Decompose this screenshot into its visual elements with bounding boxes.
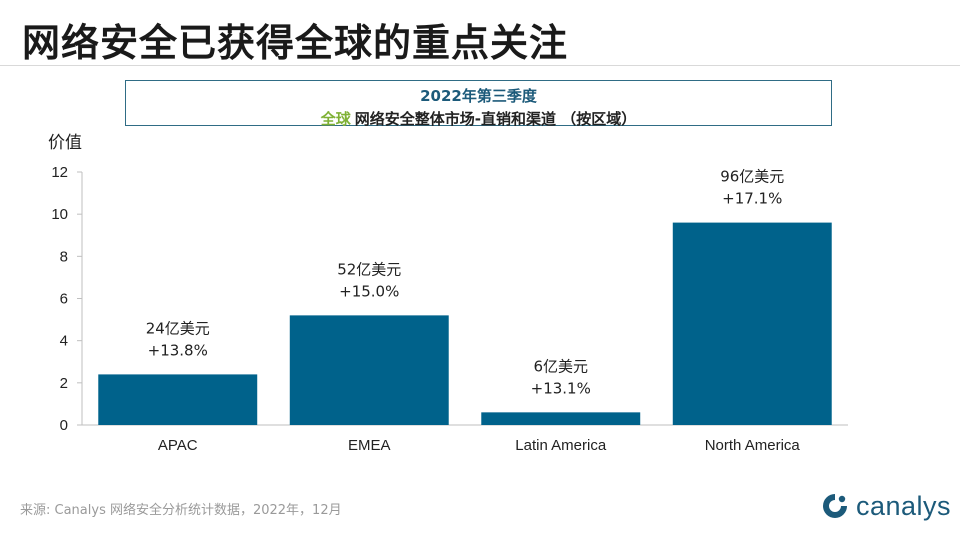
- x-tick-label: APAC: [158, 437, 198, 454]
- y-tick-label: 12: [51, 164, 68, 181]
- chart-subtitle-line: 全球 网络安全整体市场-直销和渠道 （按区域）: [126, 108, 831, 129]
- bar-value-label: 6亿美元: [533, 357, 588, 375]
- y-tick-label: 0: [60, 417, 68, 434]
- bar-latin-america: [481, 412, 641, 425]
- logo-text: canalys: [856, 490, 952, 521]
- bar-north-america: [672, 222, 832, 425]
- bar-value-label: 24亿美元: [146, 319, 210, 337]
- y-tick-label: 4: [60, 333, 68, 350]
- chart-subtitle: 网络安全整体市场-直销和渠道 （按区域）: [354, 110, 637, 128]
- bar-growth-label: +13.1%: [531, 379, 591, 397]
- bar-growth-label: +17.1%: [722, 190, 782, 208]
- y-tick-label: 6: [60, 291, 68, 308]
- bar-apac: [98, 374, 258, 425]
- x-tick-label: EMEA: [348, 437, 391, 454]
- source-note: 来源: Canalys 网络安全分析统计数据，2022年，12月: [20, 503, 342, 518]
- bar-emea: [289, 315, 449, 425]
- y-tick-label: 2: [60, 375, 68, 392]
- bar-growth-label: +13.8%: [148, 341, 208, 359]
- chart-title-box: 2022年第三季度 全球 网络安全整体市场-直销和渠道 （按区域）: [125, 80, 832, 129]
- title-divider: [0, 65, 960, 66]
- bar-growth-label: +15.0%: [339, 282, 399, 300]
- y-tick-label: 10: [51, 206, 68, 223]
- chart-period: 2022年第三季度: [420, 87, 537, 105]
- y-tick-label: 8: [60, 248, 68, 265]
- page-title: 网络安全已获得全球的重点关注: [22, 21, 569, 65]
- canalys-logo: canalys: [820, 488, 951, 524]
- x-tick-label: Latin America: [515, 437, 607, 454]
- chart-scope: 全球: [320, 110, 351, 128]
- bar-value-label: 96亿美元: [720, 168, 784, 186]
- bar-value-label: 52亿美元: [337, 260, 401, 278]
- canalys-logo-icon: [823, 494, 847, 518]
- x-tick-label: North America: [705, 437, 801, 454]
- y-axis-label: 价值: [48, 133, 82, 153]
